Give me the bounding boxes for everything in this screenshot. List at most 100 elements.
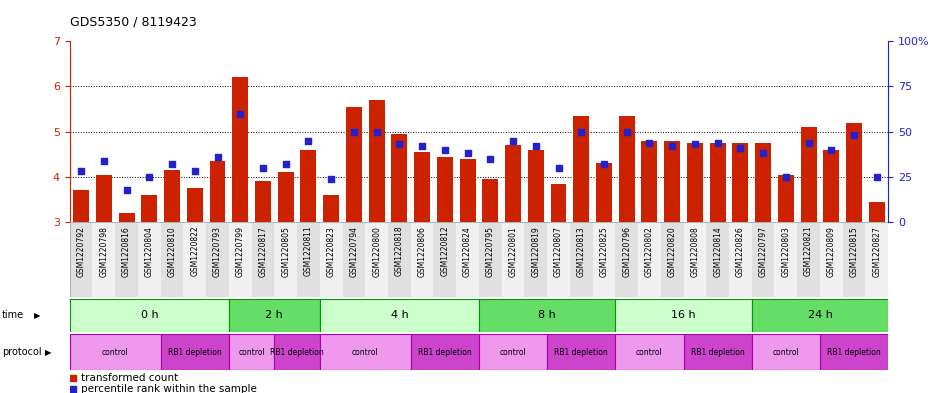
Point (687, 141, 702, 147)
Text: GSM1220821: GSM1220821 (804, 226, 813, 276)
Point (733, 145, 748, 151)
Bar (616, 299, 751, 332)
Bar (274, 222, 297, 297)
Point (165, 161, 179, 167)
Bar (392, 134, 407, 222)
Bar (297, 222, 320, 297)
Text: GSM1220809: GSM1220809 (827, 226, 836, 277)
Text: GSM1220804: GSM1220804 (145, 226, 153, 277)
Bar (255, 181, 271, 222)
Bar (232, 77, 248, 222)
Text: GSM1220801: GSM1220801 (509, 226, 518, 277)
Point (66, 375, 81, 381)
Bar (501, 222, 525, 297)
Bar (706, 222, 729, 297)
Text: ▶: ▶ (45, 348, 51, 356)
Bar (570, 222, 592, 297)
Bar (164, 170, 180, 222)
Text: GSM1220822: GSM1220822 (191, 226, 199, 276)
Point (870, 174, 884, 180)
Text: GSM1220827: GSM1220827 (872, 226, 882, 277)
Point (619, 129, 634, 135)
Bar (278, 172, 294, 222)
Text: 2 h: 2 h (265, 310, 284, 320)
Text: GSM1220826: GSM1220826 (736, 226, 745, 277)
Bar (483, 179, 498, 222)
Bar (368, 100, 385, 222)
Text: GSM1220802: GSM1220802 (644, 226, 654, 277)
Point (187, 168, 202, 174)
Bar (206, 222, 229, 297)
Bar (229, 299, 320, 332)
Text: GSM1220812: GSM1220812 (440, 226, 449, 276)
Text: protocol: protocol (2, 347, 42, 357)
Bar (547, 334, 616, 370)
Bar (592, 222, 616, 297)
Text: GDS5350 / 8119423: GDS5350 / 8119423 (70, 16, 196, 29)
Point (756, 150, 771, 156)
Text: time: time (2, 310, 24, 320)
Text: GSM1220805: GSM1220805 (281, 226, 290, 277)
Text: GSM1220796: GSM1220796 (622, 226, 631, 277)
Text: RB1 depletion: RB1 depletion (271, 348, 324, 356)
Bar (229, 334, 274, 370)
Bar (161, 222, 183, 297)
Bar (547, 222, 570, 297)
Point (642, 140, 657, 146)
Bar (300, 150, 316, 222)
Bar (70, 334, 161, 370)
Text: GSM1220818: GSM1220818 (395, 226, 404, 276)
Bar (642, 141, 658, 222)
Text: 4 h: 4 h (391, 310, 408, 320)
Bar (751, 222, 775, 297)
Point (551, 165, 566, 171)
Bar (638, 222, 661, 297)
Bar (252, 222, 274, 297)
Text: percentile rank within the sample: percentile rank within the sample (81, 384, 258, 393)
Point (460, 150, 475, 156)
Point (506, 138, 521, 144)
Point (596, 161, 611, 167)
Text: control: control (499, 348, 526, 356)
Text: GSM1220814: GSM1220814 (713, 226, 723, 277)
Text: GSM1220800: GSM1220800 (372, 226, 381, 277)
Point (778, 174, 793, 180)
Text: GSM1220808: GSM1220808 (690, 226, 699, 277)
Text: GSM1220815: GSM1220815 (849, 226, 858, 277)
Bar (525, 222, 547, 297)
Text: control: control (102, 348, 128, 356)
Text: GSM1220798: GSM1220798 (100, 226, 109, 277)
Bar (96, 174, 112, 222)
Bar (479, 334, 547, 370)
Text: GSM1220813: GSM1220813 (577, 226, 586, 277)
Point (846, 132, 861, 138)
Text: GSM1220807: GSM1220807 (554, 226, 563, 277)
Point (369, 129, 384, 135)
Text: RB1 depletion: RB1 depletion (554, 348, 608, 356)
Bar (183, 222, 206, 297)
Point (73, 168, 88, 174)
Bar (733, 143, 749, 222)
Point (210, 154, 225, 160)
Point (415, 143, 430, 149)
Bar (437, 156, 453, 222)
Point (528, 143, 543, 149)
Point (278, 161, 293, 167)
Bar (596, 163, 612, 222)
Bar (866, 222, 888, 297)
Text: GSM1220799: GSM1220799 (235, 226, 245, 277)
Text: 8 h: 8 h (538, 310, 556, 320)
Bar (684, 334, 751, 370)
Bar (274, 334, 320, 370)
Text: RB1 depletion: RB1 depletion (418, 348, 472, 356)
Bar (459, 159, 475, 222)
Text: GSM1220816: GSM1220816 (122, 226, 131, 277)
Text: RB1 depletion: RB1 depletion (691, 348, 745, 356)
Bar (92, 222, 115, 297)
Bar (505, 145, 521, 222)
Point (232, 110, 247, 117)
Bar (801, 127, 817, 222)
Text: GSM1220794: GSM1220794 (350, 226, 358, 277)
Bar (388, 222, 411, 297)
Point (801, 140, 816, 146)
